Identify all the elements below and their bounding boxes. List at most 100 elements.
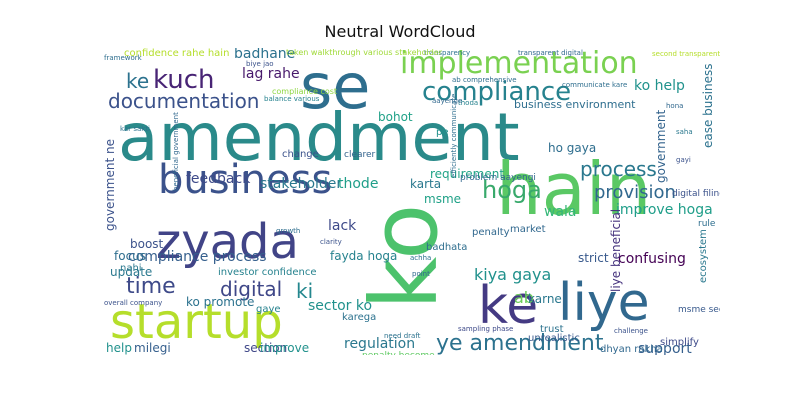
- word-12: hoga: [482, 176, 542, 204]
- word-69: rule: [698, 219, 716, 229]
- word-16: digital: [220, 277, 282, 301]
- word-24: confusing: [618, 251, 686, 267]
- word-87: efficiently communicate: [450, 94, 458, 178]
- word-58: milegi: [134, 341, 171, 355]
- word-99: framework: [104, 54, 143, 62]
- word-4: business: [158, 157, 332, 203]
- word-18: process: [580, 157, 657, 181]
- word-92: clarity: [320, 238, 342, 246]
- word-94: achha: [410, 254, 431, 262]
- word-103: saha: [676, 128, 693, 136]
- chart-title: Neutral WordCloud: [324, 22, 476, 41]
- word-96: aayenge: [432, 97, 462, 105]
- word-44: strict: [578, 251, 609, 265]
- word-45: section: [244, 341, 287, 355]
- word-78: transparency: [424, 49, 470, 57]
- word-3: se: [300, 50, 370, 123]
- word-32: business environment: [514, 98, 636, 111]
- word-84: overall company: [104, 299, 162, 307]
- word-49: confidence rahe hain: [124, 48, 229, 59]
- word-13: time: [126, 274, 176, 299]
- word-42: lack: [328, 218, 357, 234]
- word-80: ab comprehensive: [452, 76, 517, 84]
- word-68: ecosystem: [698, 229, 709, 283]
- word-35: stakeholder: [260, 176, 342, 192]
- word-77: problem aayengi: [460, 173, 536, 183]
- word-55: update: [110, 265, 152, 279]
- word-95: thoda: [458, 99, 478, 107]
- word-10: compliance: [422, 77, 571, 107]
- word-15: documentation: [108, 89, 259, 113]
- word-76: pe: [436, 127, 449, 138]
- word-29: lag rahe: [242, 66, 300, 82]
- word-38: ho gaya: [548, 141, 596, 155]
- word-56: ko promote: [186, 295, 254, 309]
- word-54: focus: [114, 249, 146, 263]
- word-28: badhane: [234, 48, 295, 62]
- word-83: penalty become: [362, 351, 435, 355]
- word-20: kiya gaya: [474, 265, 551, 284]
- word-98: second transparent: [652, 50, 720, 58]
- word-66: penalty: [472, 227, 510, 238]
- word-7: ke: [478, 276, 538, 336]
- word-48: government: [654, 110, 668, 183]
- word-23: ke: [126, 69, 149, 93]
- word-60: badhata: [426, 242, 467, 253]
- word-31: bohot: [378, 110, 413, 124]
- word-6: zyada: [156, 214, 299, 270]
- word-2: ko: [351, 204, 458, 310]
- word-81: communicate kare: [562, 81, 627, 89]
- word-21: compliance process: [128, 249, 267, 265]
- word-51: karne: [528, 292, 562, 306]
- word-0: amendment: [118, 99, 520, 176]
- word-93: point: [412, 270, 430, 278]
- word-64: dhyan rakha: [600, 344, 663, 355]
- word-5: liye: [558, 273, 650, 333]
- word-88: compliance cost: [272, 87, 337, 96]
- word-36: thode: [338, 176, 378, 192]
- word-61: msme sector: [678, 305, 720, 315]
- word-75: nahi: [120, 263, 142, 274]
- word-85: sampling phase: [458, 325, 513, 333]
- word-11: kuch: [153, 65, 215, 95]
- word-27: support: [638, 341, 692, 355]
- word-70: market: [510, 224, 546, 235]
- word-57: help: [106, 341, 132, 355]
- word-74: gaye: [256, 304, 281, 315]
- word-50: liye beneficial: [609, 209, 623, 292]
- word-34: feedback: [186, 171, 251, 187]
- word-41: msme: [424, 192, 461, 206]
- word-17: ki: [296, 279, 313, 303]
- word-39: wala: [544, 204, 577, 220]
- word-33: government ne: [103, 139, 117, 231]
- word-53: boost: [130, 237, 164, 251]
- word-67: digital filing: [672, 189, 720, 199]
- word-25: improve hoga: [616, 202, 713, 218]
- word-90: beneficial government: [172, 112, 180, 191]
- word-72: clearer: [344, 150, 376, 160]
- word-100: biye jao: [246, 60, 274, 68]
- word-86: need draft: [384, 332, 421, 340]
- word-8: startup: [110, 294, 283, 350]
- word-37: requirement: [430, 167, 504, 181]
- word-19: provision: [594, 182, 676, 203]
- word-82: challenge: [614, 327, 648, 335]
- word-79: transparent digital: [518, 49, 583, 57]
- word-26: regulation: [344, 336, 415, 352]
- word-65: unrealistic: [528, 333, 580, 344]
- word-104: gayi: [676, 156, 691, 164]
- word-102: hona: [666, 102, 683, 110]
- word-89: balance various: [264, 95, 320, 103]
- word-97: taken walkthrough various stakeholder: [286, 48, 443, 57]
- word-9: implementation: [400, 48, 638, 81]
- word-30: ko help: [634, 78, 685, 94]
- word-52: fayda hoga: [330, 249, 397, 263]
- word-43: karta: [410, 177, 441, 191]
- word-40: sector ko: [308, 298, 372, 314]
- word-101: kar sakti: [120, 125, 150, 133]
- word-14: ye amendment: [436, 331, 604, 355]
- word-62: trust: [540, 324, 564, 335]
- word-71: change: [282, 149, 319, 160]
- word-91: growth: [276, 227, 300, 235]
